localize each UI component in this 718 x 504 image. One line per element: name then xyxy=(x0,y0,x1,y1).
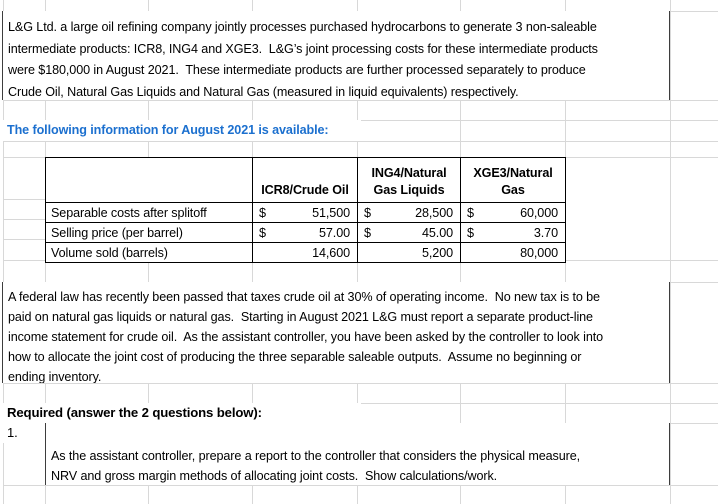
required-heading-cell[interactable]: Required (answer the 2 questions below): xyxy=(3,403,361,423)
cell-value: 28,500 xyxy=(415,205,453,220)
table-row: Separable costs after splitoff $51,500 $… xyxy=(45,202,566,223)
gridline xyxy=(3,0,4,504)
gridline xyxy=(252,260,253,282)
gridline xyxy=(3,383,718,384)
currency-symbol: $ xyxy=(467,225,474,240)
cell-value: 14,600 xyxy=(312,245,350,260)
cell-selling-price-icr8[interactable]: $57.00 xyxy=(252,222,358,243)
info-line-cell[interactable]: The following information for August 202… xyxy=(3,120,361,141)
cell-volume-ing4[interactable]: 5,200 xyxy=(357,242,461,263)
law-paragraph-cell[interactable]: A federal law has recently been passed t… xyxy=(2,282,670,383)
gridline xyxy=(3,219,45,220)
gridline xyxy=(565,100,566,157)
cell-separable-costs-xge3[interactable]: $60,000 xyxy=(460,202,566,223)
currency-symbol: $ xyxy=(364,205,371,220)
cell-value: 51,500 xyxy=(312,205,350,220)
cell-value: 3.70 xyxy=(533,225,558,240)
cell-selling-price-xge3[interactable]: $3.70 xyxy=(460,222,566,243)
joint-products-table: ICR8/Crude Oil ING4/Natural Gas Liquids … xyxy=(45,157,566,263)
gridline xyxy=(357,485,358,504)
gridline xyxy=(357,0,358,11)
currency-symbol: $ xyxy=(259,225,266,240)
gridline xyxy=(460,100,461,157)
gridline xyxy=(3,199,45,200)
header-cell-xge3-natural-gas[interactable]: XGE3/Natural Gas xyxy=(460,157,566,203)
cell-value: 45.00 xyxy=(421,225,453,240)
header-cell-ing4-natural-gas-liquids[interactable]: ING4/Natural Gas Liquids xyxy=(357,157,461,203)
gridline xyxy=(460,383,461,423)
intro-paragraph-cell[interactable]: L&G Ltd. a large oil refining company jo… xyxy=(2,11,670,100)
question-1-text-cell[interactable]: As the assistant controller, prepare a r… xyxy=(45,423,670,485)
gridline xyxy=(45,0,46,11)
gridline xyxy=(460,260,461,282)
gridline xyxy=(252,485,253,504)
cell-volume-xge3[interactable]: 80,000 xyxy=(460,242,566,263)
gridline xyxy=(565,383,566,423)
gridline xyxy=(3,157,45,158)
cell-value: 5,200 xyxy=(421,245,453,260)
row-label-selling-price[interactable]: Selling price (per barrel) xyxy=(45,222,253,243)
gridline xyxy=(148,260,149,282)
header-cell-icr8-crude-oil[interactable]: ICR8/Crude Oil xyxy=(252,157,358,203)
row-label-volume-sold[interactable]: Volume sold (barrels) xyxy=(45,242,253,263)
gridline xyxy=(3,260,45,261)
cell-volume-icr8[interactable]: 14,600 xyxy=(252,242,358,263)
question-1-number-cell[interactable]: 1. xyxy=(3,423,48,443)
cell-value: 57.00 xyxy=(318,225,350,240)
gridline xyxy=(565,260,718,261)
gridline xyxy=(3,100,718,101)
gridline xyxy=(565,260,566,282)
gridline xyxy=(460,485,461,504)
cell-separable-costs-icr8[interactable]: $51,500 xyxy=(252,202,358,223)
gridline xyxy=(565,0,566,11)
row-label-separable-costs[interactable]: Separable costs after splitoff xyxy=(45,202,253,223)
gridline xyxy=(45,260,46,282)
gridline xyxy=(3,141,718,142)
table-row: Selling price (per barrel) $57.00 $45.00… xyxy=(45,222,566,243)
cell-separable-costs-ing4[interactable]: $28,500 xyxy=(357,202,461,223)
currency-symbol: $ xyxy=(259,205,266,220)
currency-symbol: $ xyxy=(467,205,474,220)
gridline xyxy=(3,239,45,240)
cell-selling-price-ing4[interactable]: $45.00 xyxy=(357,222,461,243)
gridline xyxy=(45,485,46,504)
gridline xyxy=(148,0,149,11)
table-row: Volume sold (barrels) 14,600 5,200 80,00… xyxy=(45,242,566,263)
gridline xyxy=(252,0,253,11)
cell-value: 80,000 xyxy=(520,245,558,260)
gridline xyxy=(357,260,358,282)
currency-symbol: $ xyxy=(364,225,371,240)
gridline xyxy=(565,485,566,504)
table-corner-cell[interactable] xyxy=(45,157,253,203)
gridline xyxy=(670,0,671,504)
gridline xyxy=(460,0,461,11)
gridline xyxy=(148,485,149,504)
cell-value: 60,000 xyxy=(520,205,558,220)
gridline xyxy=(565,157,718,158)
gridline xyxy=(3,485,718,486)
